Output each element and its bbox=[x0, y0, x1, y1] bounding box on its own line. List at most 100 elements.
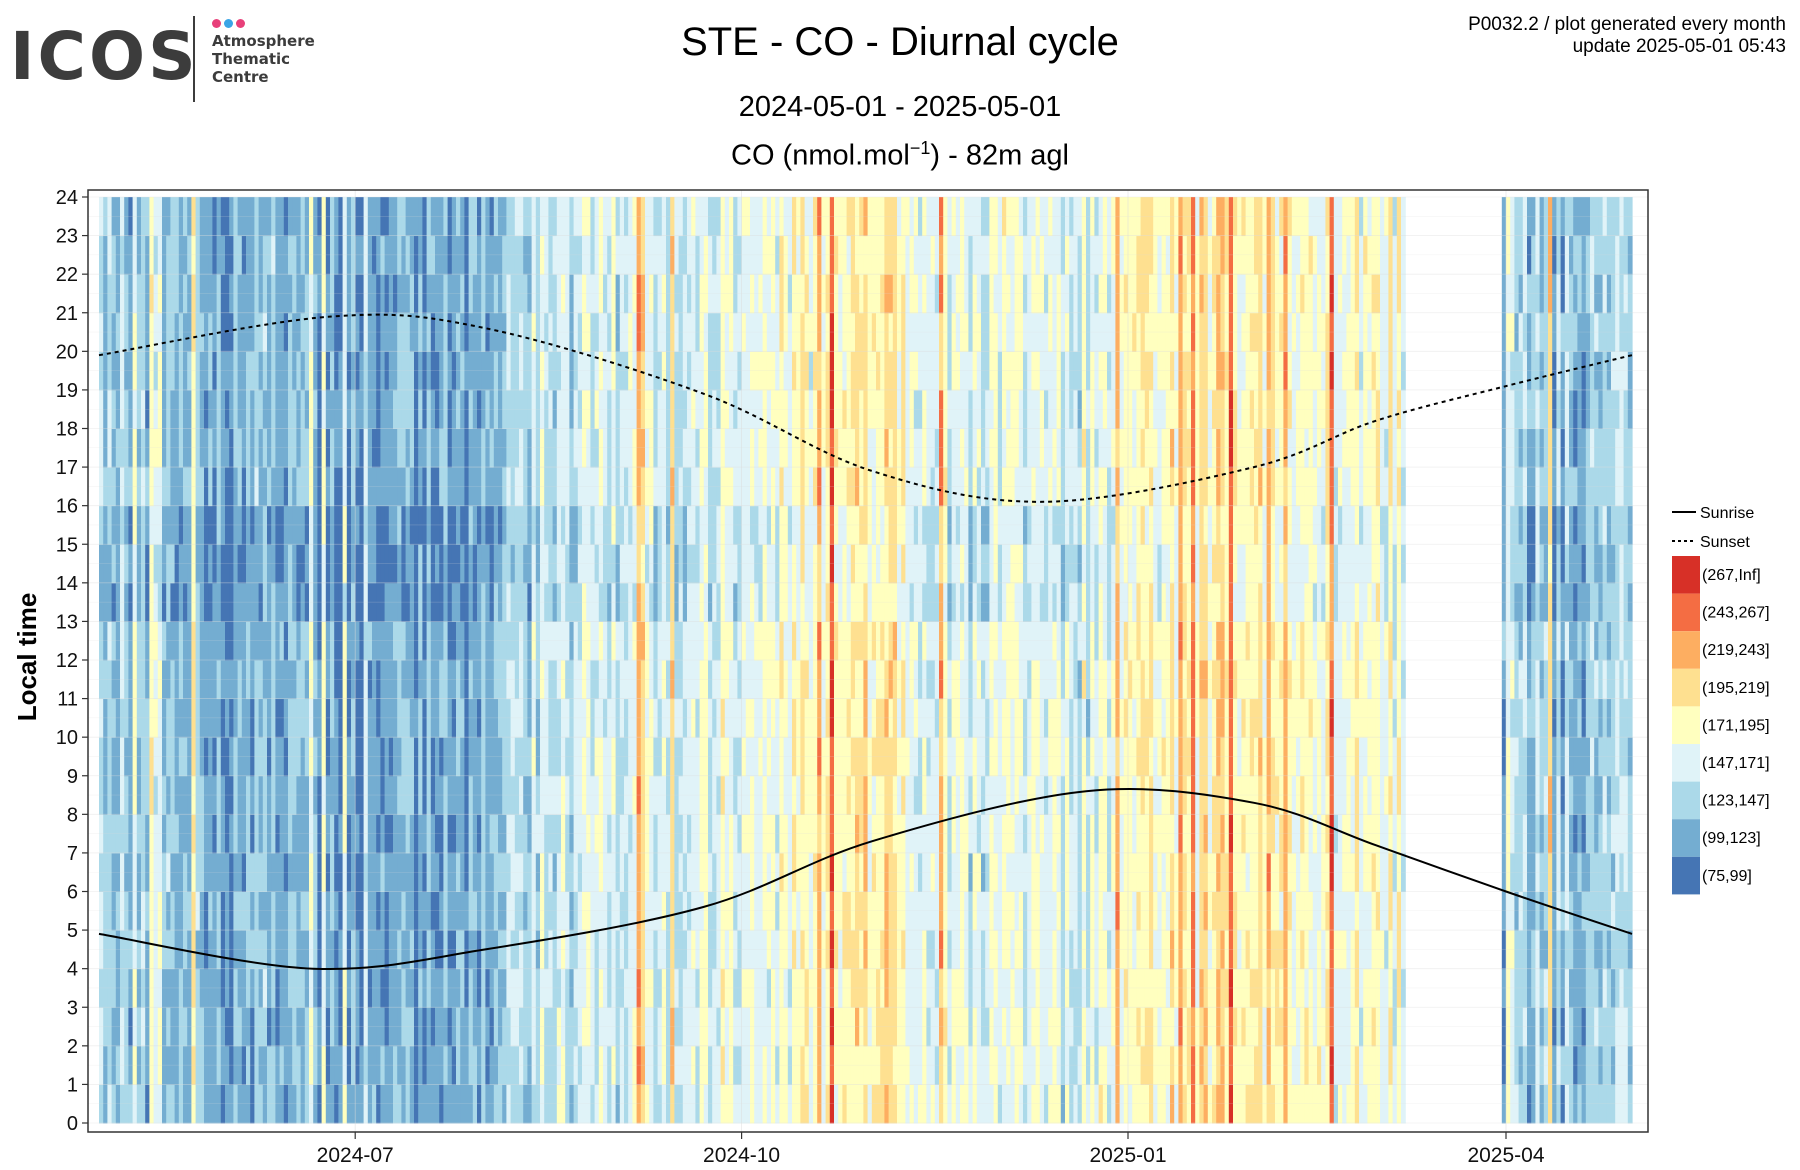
heatmap-cell bbox=[401, 544, 407, 584]
heatmap-cell bbox=[506, 197, 512, 237]
heatmap-cell bbox=[204, 544, 209, 584]
heatmap-cell bbox=[582, 852, 587, 892]
heatmap-cell bbox=[687, 428, 692, 468]
heatmap-cell bbox=[430, 505, 436, 545]
heatmap-cell bbox=[876, 582, 881, 622]
heatmap-cell bbox=[674, 775, 680, 815]
heatmap-cell bbox=[653, 852, 659, 892]
heatmap-cell bbox=[645, 428, 650, 468]
heatmap-cell bbox=[955, 389, 961, 429]
heatmap-cell bbox=[750, 389, 755, 429]
heatmap-cell bbox=[258, 505, 264, 545]
heatmap-cell bbox=[334, 698, 339, 738]
heatmap-cell bbox=[170, 775, 176, 815]
heatmap-cell bbox=[157, 698, 163, 738]
heatmap-cell bbox=[141, 274, 146, 314]
heatmap-cell bbox=[145, 737, 150, 777]
heatmap-cell bbox=[535, 1045, 541, 1085]
heatmap-cell bbox=[443, 891, 449, 931]
heatmap-cell bbox=[103, 467, 108, 507]
heatmap-cell bbox=[439, 544, 444, 584]
heatmap-cell bbox=[401, 930, 407, 970]
heatmap-cell bbox=[401, 197, 407, 237]
heatmap-cell bbox=[565, 968, 570, 1008]
heatmap-cell bbox=[540, 698, 545, 738]
heatmap-cell bbox=[149, 312, 155, 352]
heatmap-cell bbox=[229, 852, 234, 892]
heatmap-cell bbox=[304, 389, 310, 429]
heatmap-cell bbox=[603, 235, 608, 275]
heatmap-cell bbox=[666, 852, 671, 892]
heatmap-cell bbox=[888, 621, 894, 661]
logo-line: Centre bbox=[212, 68, 269, 86]
heatmap-cell bbox=[590, 505, 596, 545]
heatmap-cell bbox=[296, 197, 302, 237]
heatmap-cell bbox=[300, 852, 306, 892]
heatmap-cell bbox=[661, 312, 667, 352]
heatmap-cell bbox=[661, 660, 667, 700]
heatmap-cell bbox=[762, 389, 768, 429]
heatmap-cell bbox=[388, 621, 394, 661]
heatmap-cell bbox=[859, 1045, 864, 1085]
heatmap-cell bbox=[380, 197, 386, 237]
heatmap-cell bbox=[657, 621, 663, 661]
heatmap-cell bbox=[258, 852, 264, 892]
heatmap-cell bbox=[800, 1007, 806, 1047]
heatmap-cell bbox=[439, 505, 444, 545]
heatmap-cell bbox=[439, 852, 444, 892]
heatmap-cell bbox=[741, 852, 747, 892]
heatmap-cell bbox=[855, 235, 860, 275]
heatmap-cell bbox=[678, 235, 684, 275]
heatmap-cell bbox=[464, 1084, 470, 1124]
heatmap-cell bbox=[317, 389, 323, 429]
heatmap-cell bbox=[640, 274, 646, 314]
heatmap-cell bbox=[283, 930, 289, 970]
heatmap-cell bbox=[220, 852, 226, 892]
heatmap-cell bbox=[246, 505, 251, 545]
heatmap-cell bbox=[792, 467, 797, 507]
heatmap-cell bbox=[628, 737, 633, 777]
heatmap-cell bbox=[808, 660, 814, 700]
heatmap-cell bbox=[821, 737, 827, 777]
heatmap-cell bbox=[250, 312, 255, 352]
heatmap-cell bbox=[561, 1045, 566, 1085]
heatmap-cell bbox=[611, 544, 617, 584]
heatmap-cell bbox=[947, 274, 953, 314]
heatmap-cell bbox=[351, 775, 356, 815]
heatmap-cell bbox=[661, 1045, 667, 1085]
heatmap-cell bbox=[447, 737, 453, 777]
heatmap-cell bbox=[283, 1084, 289, 1124]
heatmap-cell bbox=[262, 197, 268, 237]
heatmap-cell bbox=[775, 467, 780, 507]
heatmap-cell bbox=[607, 775, 612, 815]
heatmap-cell bbox=[493, 235, 499, 275]
heatmap-cell bbox=[703, 235, 709, 275]
heatmap-cell bbox=[414, 235, 419, 275]
heatmap-cell bbox=[561, 544, 566, 584]
heatmap-cell bbox=[939, 274, 944, 314]
heatmap-cell bbox=[657, 428, 663, 468]
heatmap-cell bbox=[603, 312, 608, 352]
heatmap-cell bbox=[523, 1084, 528, 1124]
heatmap-cell bbox=[170, 312, 176, 352]
heatmap-cell bbox=[439, 235, 444, 275]
heatmap-cell bbox=[771, 1045, 776, 1085]
heatmap-cell bbox=[905, 467, 911, 507]
heatmap-cell bbox=[968, 891, 974, 931]
heatmap-cell bbox=[157, 621, 163, 661]
heatmap-cell bbox=[960, 312, 965, 352]
heatmap-cell bbox=[485, 1084, 491, 1124]
heatmap-cell bbox=[527, 235, 533, 275]
heatmap-cell bbox=[271, 621, 276, 661]
heatmap-cell bbox=[783, 1045, 789, 1085]
heatmap-cell bbox=[178, 621, 184, 661]
heatmap-cell bbox=[199, 1084, 205, 1124]
heatmap-cell bbox=[666, 1007, 671, 1047]
heatmap-cell bbox=[808, 930, 814, 970]
heatmap-cell bbox=[191, 582, 197, 622]
heatmap-cell bbox=[905, 968, 911, 1008]
heatmap-cell bbox=[552, 775, 558, 815]
heatmap-cell bbox=[237, 891, 243, 931]
heatmap-cell bbox=[153, 235, 159, 275]
heatmap-cell bbox=[128, 930, 134, 970]
